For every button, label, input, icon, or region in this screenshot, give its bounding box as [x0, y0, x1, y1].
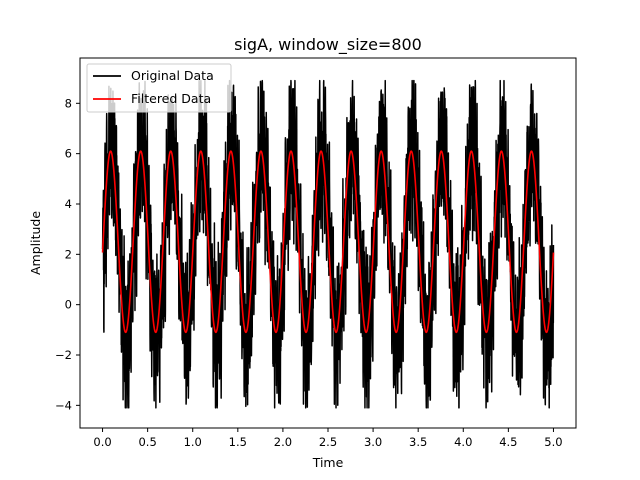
x-tick-label: 3.0 — [364, 435, 382, 449]
y-tick-label: −4 — [55, 398, 72, 412]
y-axis-ticks: −4 −2 0 2 4 6 8 — [55, 96, 80, 412]
legend-label-filtered: Filtered Data — [131, 91, 211, 106]
legend: Original Data Filtered Data — [86, 63, 232, 113]
legend-label-original: Original Data — [131, 68, 214, 83]
x-tick-label: 1.5 — [229, 435, 247, 449]
chart-title: sigA, window_size=800 — [234, 35, 422, 55]
series-filtered-line — [101, 150, 555, 334]
series-layer — [101, 79, 555, 409]
x-tick-label: 4.5 — [499, 435, 517, 449]
x-tick-label: 2.0 — [274, 435, 292, 449]
x-tick-label: 0.0 — [93, 435, 111, 449]
x-tick-label: 1.0 — [184, 435, 202, 449]
x-tick-label: 3.5 — [409, 435, 427, 449]
y-tick-label: −2 — [55, 348, 72, 362]
y-tick-label: 8 — [65, 96, 72, 110]
y-tick-label: 6 — [65, 147, 72, 161]
x-tick-label: 2.5 — [319, 435, 337, 449]
x-tick-label: 4.0 — [454, 435, 472, 449]
legend-box — [86, 63, 232, 113]
y-axis-label: Amplitude — [28, 211, 43, 275]
y-tick-label: 2 — [65, 247, 72, 261]
x-axis-ticks: 0.0 0.5 1.0 1.5 2.0 2.5 3.0 3.5 4.0 4.5 5.0 — [93, 428, 563, 449]
x-tick-label: 5.0 — [544, 435, 562, 449]
y-tick-label: 4 — [65, 197, 72, 211]
y-tick-label: 0 — [65, 298, 72, 312]
x-axis-label: Time — [312, 455, 344, 470]
x-tick-label: 0.5 — [138, 435, 156, 449]
